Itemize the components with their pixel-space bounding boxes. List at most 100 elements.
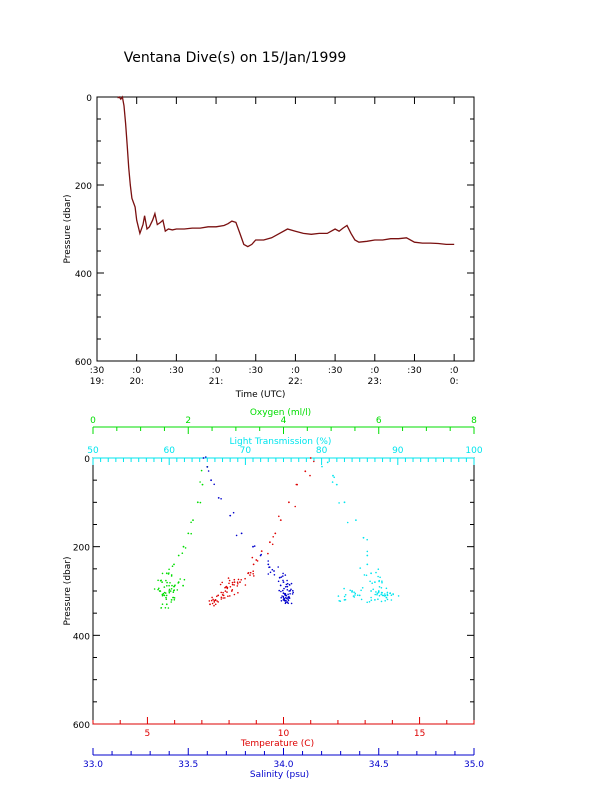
dive-x-tick-label: :30 — [169, 366, 184, 376]
salinity-point — [292, 591, 295, 594]
light-point — [331, 481, 334, 483]
salinity-point — [277, 580, 280, 583]
light-point — [384, 600, 387, 602]
temperature-point — [253, 575, 255, 577]
salinity-point — [288, 590, 291, 592]
salinity-point — [287, 599, 290, 602]
salinity-series — [202, 456, 295, 605]
oxygen-point — [199, 481, 201, 483]
light-point — [372, 588, 375, 591]
dive-plot-frame — [96, 96, 475, 362]
dive-x-tick-label: :30 — [90, 366, 105, 376]
temperature-point — [222, 591, 224, 594]
temperature-point — [295, 483, 298, 486]
temperature-point — [214, 603, 217, 606]
salinity-point — [292, 589, 294, 592]
temperature-axis-tick-label: 5 — [145, 729, 151, 739]
temperature-point — [208, 600, 211, 602]
salinity-point — [283, 599, 286, 602]
profile-y-tick-label: 400 — [73, 632, 90, 642]
temperature-point — [217, 594, 220, 597]
light-point — [344, 594, 347, 596]
oxygen-point — [168, 591, 171, 594]
salinity-point — [286, 582, 289, 585]
oxygen-point — [168, 568, 170, 571]
temperature-point — [213, 600, 215, 602]
light-point — [370, 572, 372, 575]
oxygen-point — [182, 584, 184, 587]
oxygen-point — [181, 552, 184, 554]
light-point — [356, 594, 359, 596]
oxygen-point — [165, 598, 168, 600]
oxygen-point — [182, 545, 185, 548]
temperature-point — [220, 598, 223, 600]
oxygen-point — [164, 592, 167, 594]
salinity-axis-tick-label: 33.5 — [178, 760, 198, 770]
light-point — [321, 465, 323, 468]
light-point — [361, 587, 364, 589]
oxygen-point — [162, 592, 165, 595]
salinity-point — [260, 553, 263, 556]
salinity-point — [285, 596, 287, 599]
temperature-point — [255, 559, 258, 561]
oxygen-axis-tick-label: 6 — [376, 416, 382, 426]
salinity-point — [285, 599, 287, 602]
light-point — [380, 593, 383, 596]
light-point — [374, 581, 376, 583]
light-point — [385, 596, 388, 599]
light-axis-tick-label: 80 — [316, 446, 328, 456]
light-point — [343, 501, 346, 504]
light-point — [366, 563, 369, 566]
light-point — [360, 598, 363, 601]
salinity-point — [284, 586, 287, 588]
oxygen-point — [158, 587, 160, 590]
temperature-point — [269, 541, 271, 544]
salinity-point — [281, 595, 283, 597]
light-point — [349, 589, 352, 592]
light-point — [384, 593, 386, 595]
light-point — [389, 592, 391, 594]
salinity-axis-tick-label: 35.0 — [464, 760, 484, 770]
salinity-point — [287, 596, 289, 599]
salinity-point — [277, 566, 280, 568]
oxygen-point — [168, 590, 171, 592]
oxygen-point — [166, 585, 168, 587]
temperature-point — [213, 601, 216, 603]
oxygen-point — [163, 594, 166, 597]
temperature-point — [216, 595, 218, 598]
salinity-point — [291, 593, 294, 595]
oxygen-point — [160, 579, 162, 582]
salinity-point — [267, 560, 270, 562]
light-point — [386, 594, 389, 597]
oxygen-point — [179, 578, 181, 580]
temperature-point — [231, 589, 234, 591]
dive-pressure-line — [117, 95, 455, 248]
light-point — [366, 554, 369, 557]
temperature-point — [221, 581, 223, 584]
temperature-point — [233, 593, 236, 596]
temperature-point — [209, 603, 211, 606]
salinity-point — [282, 581, 285, 583]
salinity-point — [290, 602, 293, 605]
salinity-point — [202, 457, 205, 459]
salinity-point — [285, 583, 288, 586]
salinity-point — [210, 479, 213, 482]
oxygen-point — [199, 501, 202, 504]
light-point — [377, 598, 379, 600]
light-point — [346, 521, 349, 524]
salinity-point — [286, 585, 289, 588]
dive-x-tick-label: :0 — [132, 366, 141, 376]
temperature-point — [213, 604, 215, 607]
salinity-axis-tick-label: 34.0 — [273, 760, 293, 770]
temperature-point — [212, 598, 214, 601]
temperature-point — [233, 581, 236, 583]
light-point — [379, 576, 381, 579]
light-point — [384, 595, 386, 597]
oxygen-point — [176, 589, 179, 591]
profile-y-tick-label: 0 — [84, 455, 90, 465]
dive-x-tick-label: :0 — [291, 366, 300, 376]
salinity-point — [279, 584, 282, 587]
salinity-point — [253, 545, 256, 547]
profile-y-tick-label: 600 — [73, 721, 90, 731]
